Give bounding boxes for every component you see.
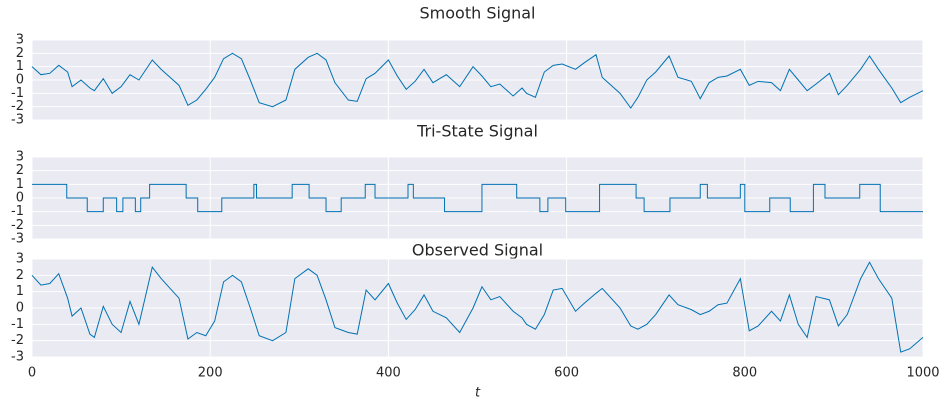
y-tick-label: -3 bbox=[11, 113, 24, 128]
y-tick-label: 1 bbox=[16, 284, 24, 299]
x-tick-label: 0 bbox=[28, 366, 36, 381]
y-tick-label: 1 bbox=[16, 177, 24, 192]
y-tick-label: 2 bbox=[16, 268, 24, 283]
x-tick-label: 800 bbox=[732, 366, 757, 381]
x-axis-label: t bbox=[475, 386, 481, 401]
line bbox=[31, 261, 924, 353]
y-tick-label: -2 bbox=[11, 333, 24, 348]
y-tick-label: 2 bbox=[16, 46, 24, 61]
y-tick-label: -2 bbox=[11, 99, 24, 114]
y-tick-label: -2 bbox=[11, 218, 24, 233]
x-tick-label: 600 bbox=[554, 366, 579, 381]
y-tick-label: 2 bbox=[16, 163, 24, 178]
y-tick-label: 3 bbox=[16, 33, 24, 48]
panel-title: Observed Signal bbox=[412, 241, 543, 260]
x-tick-label: 1000 bbox=[906, 366, 939, 381]
y-tick-label: -1 bbox=[11, 86, 24, 101]
y-tick-label: 3 bbox=[16, 150, 24, 165]
y-tick-label: -1 bbox=[11, 204, 24, 219]
y-tick-label: -3 bbox=[11, 232, 24, 247]
y-tick-label: 0 bbox=[16, 73, 24, 88]
y-tick-label: 1 bbox=[16, 59, 24, 74]
x-tick-label: 400 bbox=[376, 366, 401, 381]
y-tick-label: -3 bbox=[11, 350, 24, 365]
x-tick-label: 200 bbox=[198, 366, 223, 381]
step-line bbox=[32, 183, 923, 213]
line bbox=[31, 52, 924, 109]
panel-title: Tri-State Signal bbox=[416, 122, 538, 141]
panel-title: Smooth Signal bbox=[420, 4, 536, 23]
y-tick-label: 3 bbox=[16, 252, 24, 267]
y-tick-label: 0 bbox=[16, 191, 24, 206]
y-tick-label: 0 bbox=[16, 301, 24, 316]
y-tick-label: -1 bbox=[11, 317, 24, 332]
